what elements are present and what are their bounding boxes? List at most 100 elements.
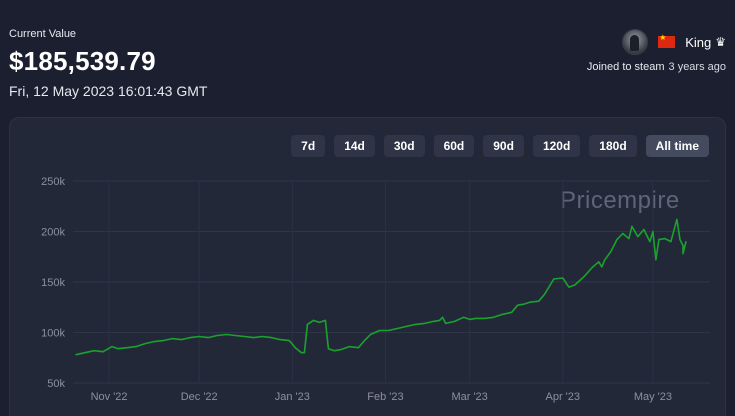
data-point <box>670 241 672 243</box>
data-point <box>261 335 263 338</box>
data-point <box>144 343 146 345</box>
data-point <box>102 351 104 353</box>
data-point <box>529 301 531 303</box>
data-point <box>162 340 164 342</box>
data-point <box>405 325 408 327</box>
chart-panel: Pricempire 250k 200k 150k 100k 50k Nov '22 Dec … <box>9 117 726 416</box>
range-button-60d[interactable]: 60d <box>433 135 475 157</box>
data-point <box>216 334 218 337</box>
y-tick-label: 200k <box>41 227 65 239</box>
value-series-line <box>75 218 687 356</box>
range-button-all-time[interactable]: All time <box>645 135 709 157</box>
data-point <box>469 318 471 320</box>
range-button-7d[interactable]: 7d <box>291 135 326 157</box>
data-point <box>363 340 366 342</box>
data-point <box>475 317 477 319</box>
data-point <box>598 261 600 263</box>
data-point <box>517 304 519 306</box>
x-tick-label: Jan '23 <box>275 391 310 403</box>
data-point <box>658 239 660 241</box>
x-tick-label: Mar '23 <box>451 391 487 403</box>
data-point <box>396 327 399 330</box>
range-button-14d[interactable]: 14d <box>334 135 375 157</box>
data-point <box>544 293 546 295</box>
crown-icon: ♛ <box>715 35 726 49</box>
data-point <box>622 232 624 235</box>
data-point <box>279 339 281 341</box>
data-point <box>568 286 570 288</box>
data-point <box>439 319 441 321</box>
x-tick-label: Nov '22 <box>91 391 128 403</box>
data-point <box>189 337 191 339</box>
username[interactable]: King <box>685 34 712 50</box>
value-timestamp: Fri, 12 May 2023 16:01:43 GMT <box>9 83 208 99</box>
data-point <box>378 329 381 332</box>
y-tick-label: 100k <box>41 328 65 340</box>
data-point <box>574 284 576 286</box>
data-point <box>357 347 359 349</box>
data-point <box>445 322 447 324</box>
data-point <box>637 236 639 238</box>
data-point <box>583 276 585 278</box>
range-button-120d[interactable]: 120d <box>532 135 581 157</box>
data-point <box>252 337 254 339</box>
current-value: $185,539.79 <box>9 46 156 76</box>
data-point <box>234 334 236 337</box>
data-point <box>303 352 305 354</box>
range-button-90d[interactable]: 90d <box>483 135 524 157</box>
data-point <box>288 340 290 342</box>
data-point <box>610 251 612 253</box>
x-tick-label: Feb '23 <box>367 391 403 403</box>
avatar-icon[interactable] <box>622 29 649 55</box>
data-point <box>312 319 314 321</box>
data-point <box>592 266 594 268</box>
data-point <box>676 218 678 220</box>
data-point <box>679 239 681 241</box>
data-point <box>270 337 272 339</box>
data-point <box>643 228 645 231</box>
pricempire-watermark: Pricempire <box>560 187 680 214</box>
data-point <box>339 349 341 351</box>
data-point <box>111 346 113 348</box>
data-point <box>207 337 209 339</box>
data-point <box>628 238 630 240</box>
joined-ago: 3 years ago <box>668 61 726 73</box>
data-point <box>180 339 182 341</box>
range-button-180d[interactable]: 180d <box>589 135 637 157</box>
data-point <box>117 348 119 350</box>
time-range-selector: 7d 14d 30d 60d 90d 120d 180d All time <box>291 135 709 157</box>
x-tick-label: Dec '22 <box>181 391 218 403</box>
data-point <box>135 346 137 348</box>
value-summary: Current Value $185,539.79 Fri, 12 May 20… <box>9 28 207 100</box>
data-point <box>562 277 564 279</box>
data-point <box>616 239 618 241</box>
data-point <box>327 348 329 350</box>
data-point <box>424 322 426 324</box>
data-point <box>502 313 504 315</box>
joined-info: Joined to steam 3 years ago <box>587 61 726 73</box>
data-point <box>333 350 335 352</box>
data-point <box>682 253 684 255</box>
data-point <box>682 245 684 247</box>
current-value-label: Current Value <box>9 28 77 40</box>
data-point <box>523 303 525 305</box>
data-point <box>306 323 308 325</box>
data-point <box>324 319 326 321</box>
x-tick-label: Apr '23 <box>546 391 581 403</box>
data-point <box>685 241 687 243</box>
data-point <box>511 311 513 313</box>
value-chart[interactable]: Pricempire 250k 200k 150k 100k 50k Nov '22 Dec … <box>10 118 725 416</box>
data-point <box>414 323 417 325</box>
x-tick-label: May '23 <box>634 391 672 403</box>
data-point <box>153 341 155 343</box>
range-button-30d[interactable]: 30d <box>383 135 425 157</box>
data-point <box>631 225 633 227</box>
y-tick-label: 50k <box>47 378 65 390</box>
data-point <box>652 230 654 233</box>
data-point <box>318 321 320 323</box>
data-point <box>126 347 128 349</box>
data-point <box>538 300 540 302</box>
data-point <box>484 317 486 319</box>
data-point <box>369 333 372 336</box>
